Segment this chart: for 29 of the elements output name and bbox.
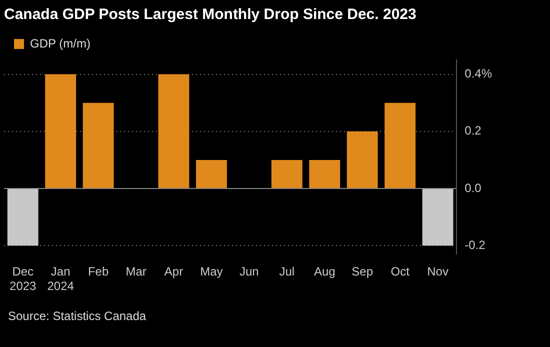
bar	[7, 189, 38, 246]
bar	[82, 102, 114, 188]
x-tick-label: Apr	[164, 264, 184, 279]
bar	[271, 160, 302, 188]
bar	[384, 102, 416, 188]
x-tick-label: Mar	[126, 264, 146, 279]
bar	[45, 74, 76, 188]
x-tick-label: Oct	[390, 264, 410, 279]
legend-label: GDP (m/m)	[30, 36, 90, 50]
x-tick-label: Aug	[314, 264, 336, 279]
bar	[158, 74, 190, 188]
bar	[196, 160, 227, 188]
source-note: Source: Statistics Canada	[8, 309, 146, 323]
bar	[309, 160, 340, 188]
x-tick-label: Sep	[352, 264, 374, 279]
x-tick-label: Dec 2023	[10, 264, 37, 294]
x-tick-label: Jul	[279, 264, 295, 279]
x-tick-label: Feb	[88, 264, 109, 279]
x-tick-label: Jan 2024	[47, 264, 74, 294]
bar	[422, 189, 454, 246]
y-tick-label: -0.2	[464, 238, 486, 252]
x-tick-label: May	[200, 264, 223, 279]
y-tick-label: 0.2	[464, 124, 482, 138]
bar	[346, 131, 378, 188]
chart-title: Canada GDP Posts Largest Monthly Drop Since Dec. 2023	[4, 6, 416, 24]
x-tick-label: Jun	[240, 264, 259, 279]
x-tick-label: Nov	[427, 264, 448, 279]
y-tick-label: 0.4%	[464, 66, 492, 81]
y-tick-label: 0.0	[464, 180, 482, 195]
